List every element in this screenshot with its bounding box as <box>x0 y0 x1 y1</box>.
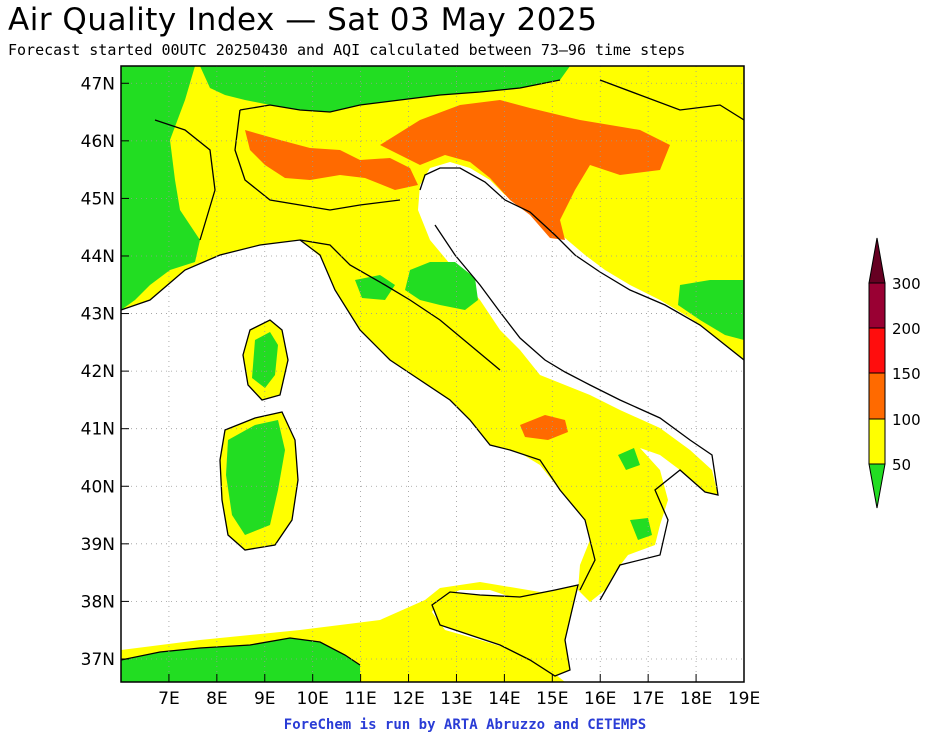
legend-label-300: 300 <box>892 275 921 293</box>
lon-tick-label: 18E <box>680 689 712 709</box>
puglia-good <box>618 448 640 470</box>
lat-tick-label: 45N <box>81 189 115 209</box>
lat-tick-label: 47N <box>81 74 115 94</box>
map-area <box>121 66 744 682</box>
legend-hazardous <box>868 237 886 284</box>
legend-unhealthy <box>868 327 886 374</box>
lat-tick-label: 46N <box>81 132 115 152</box>
calabria-good <box>630 518 652 540</box>
land-france-good <box>121 66 200 310</box>
credit-footer: ForeChem is run by ARTA Abruzzo and CETE… <box>283 717 647 733</box>
lon-tick-label: 19E <box>728 689 760 709</box>
legend-label-100: 100 <box>892 411 921 429</box>
legend-very-unhealthy <box>868 282 886 329</box>
legend-label-50: 50 <box>892 456 911 474</box>
lat-tick-label: 39N <box>81 535 115 555</box>
lon-tick-label: 17E <box>632 689 664 709</box>
lon-tick-label: 13E <box>440 689 472 709</box>
chart-title: Air Quality Index — Sat 03 May 2025 <box>8 2 598 38</box>
sea-tyrrhenian <box>121 240 595 650</box>
lat-tick-label: 44N <box>81 247 115 267</box>
lon-tick-label: 10E <box>297 689 329 709</box>
sea-ionian <box>575 480 744 682</box>
legend-moderate <box>868 418 886 465</box>
land-sicily <box>432 585 578 676</box>
lat-axis: 47N 46N 45N 44N 43N 42N 41N 40N 39N 38N 37N <box>81 74 129 670</box>
legend-colorbar: 300 200 150 100 50 <box>868 237 921 509</box>
lat-tick-label: 41N <box>81 420 115 440</box>
tuscany-good <box>355 275 395 300</box>
lat-tick-label: 43N <box>81 305 115 325</box>
lon-tick-label: 16E <box>584 689 616 709</box>
land-sardinia-good <box>226 420 285 535</box>
lon-axis: 7E 8E 9E 10E 11E 12E 13E 14E 15E 16E 17E 18E 19E <box>158 674 760 709</box>
lon-tick-label: 8E <box>206 689 228 709</box>
lon-tick-label: 9E <box>254 689 276 709</box>
legend-label-200: 200 <box>892 320 921 338</box>
land-alps-good <box>200 66 570 112</box>
sea-adriatic <box>420 168 744 470</box>
lon-tick-label: 11E <box>344 689 376 709</box>
slovenia-sensitive <box>380 100 670 240</box>
legend-label-150: 150 <box>892 365 921 383</box>
lat-tick-label: 37N <box>81 650 115 670</box>
chart-subtitle: Forecast started 00UTC 20250430 and AQI … <box>8 41 686 59</box>
lon-tick-label: 7E <box>158 689 180 709</box>
land-balkans-good <box>678 280 744 340</box>
lat-tick-label: 42N <box>81 362 115 382</box>
legend-unhealthy-sensitive <box>868 372 886 420</box>
legend-good <box>868 463 886 509</box>
lon-tick-label: 12E <box>392 689 424 709</box>
campania-sensitive <box>520 415 568 440</box>
land-italy-moderate <box>300 240 668 602</box>
lat-tick-label: 40N <box>81 477 115 497</box>
lon-tick-label: 14E <box>488 689 520 709</box>
lat-tick-label: 38N <box>81 592 115 612</box>
central-italy-good <box>405 262 478 310</box>
coastlines <box>121 79 744 677</box>
lon-tick-label: 15E <box>536 689 568 709</box>
land-africa-good <box>121 638 360 682</box>
map-frame <box>120 65 745 683</box>
po-valley-sensitive <box>245 130 418 190</box>
land-corsica-good <box>252 332 278 388</box>
